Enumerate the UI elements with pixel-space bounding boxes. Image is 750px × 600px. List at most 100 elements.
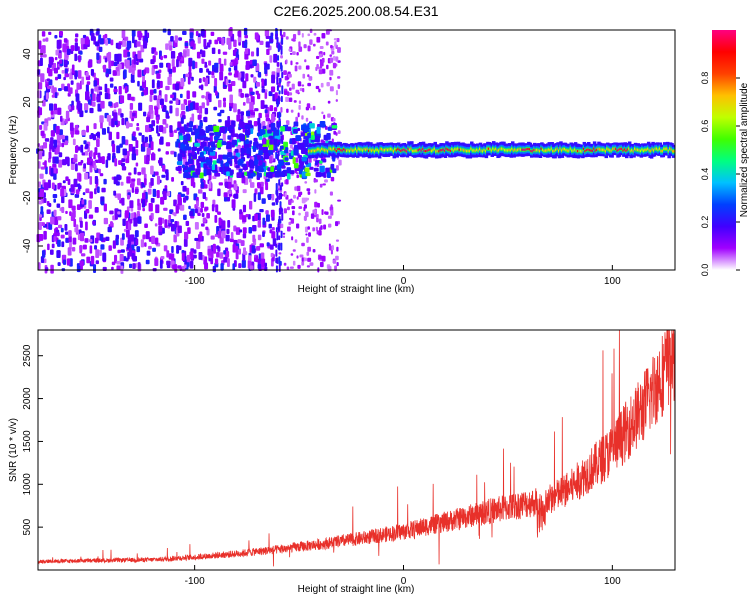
- spectrogram-cell: [223, 250, 226, 255]
- spectrogram-cell: [330, 204, 333, 211]
- spectrogram-cell: [109, 77, 114, 82]
- spectrogram-cell: [258, 253, 262, 261]
- spectrogram-cell: [96, 139, 100, 148]
- spectrogram-cell: [144, 136, 148, 143]
- spectrogram-cell: [189, 211, 193, 217]
- spectrogram-cell: [46, 67, 51, 74]
- spectrogram-cell: [170, 218, 175, 223]
- spectrogram-cell: [300, 132, 305, 137]
- spectrogram-cell: [111, 266, 114, 270]
- spectrogram-cell: [47, 117, 52, 121]
- spectrogram-cell: [260, 168, 264, 172]
- spectrogram-cell: [53, 198, 56, 203]
- spectrogram-cell: [319, 53, 322, 58]
- spectrogram-cell: [234, 156, 238, 163]
- spectrogram-cell: [296, 223, 300, 229]
- spectrogram-cell: [227, 152, 233, 158]
- spectrogram-cell: [154, 51, 158, 56]
- spectrogram-cell: [276, 67, 281, 73]
- spectrogram-cell: [199, 152, 204, 158]
- spectrogram-cell: [263, 137, 266, 147]
- spectrogram-cell: [256, 132, 262, 137]
- spectrogram-cell: [288, 87, 292, 91]
- spectrogram-cell: [245, 213, 249, 218]
- spectrogram-cell: [290, 218, 295, 224]
- spectrogram-cell: [242, 102, 246, 106]
- spectrogram-cell: [257, 183, 262, 189]
- spectrogram-cell: [38, 82, 43, 90]
- spectrogram-cell: [176, 127, 181, 131]
- spectrogram-cell: [77, 70, 82, 79]
- spectrogram-cell: [319, 261, 324, 268]
- spectrogram-cell: [294, 65, 298, 72]
- spectrogram-cell: [190, 248, 195, 253]
- spectrogram-cell: [296, 51, 299, 56]
- spectrogram-cell: [294, 186, 298, 191]
- spectrogram-cell: [255, 82, 260, 87]
- spectrogram-cell: [323, 224, 327, 230]
- y-tick-label: -40: [22, 238, 33, 253]
- spectrogram-cell: [137, 50, 142, 59]
- spectrogram-cell: [276, 36, 279, 45]
- spectrogram-cell: [298, 104, 301, 110]
- spectrogram-cell: [165, 151, 169, 155]
- y-tick-label: 500: [22, 518, 33, 535]
- spectrogram-cell: [160, 136, 164, 145]
- spectrogram-cell: [286, 172, 291, 180]
- spectrogram-cell: [100, 201, 105, 206]
- spectrogram-cell: [216, 251, 220, 258]
- spectrogram-cell: [222, 154, 229, 160]
- spectrogram-cell: [212, 175, 217, 180]
- spectrogram-cell: [129, 200, 134, 209]
- spectrogram-cell: [79, 245, 83, 251]
- spectrogram-cell: [297, 155, 303, 159]
- spectrogram-cell: [217, 230, 222, 239]
- spectrogram-cell: [168, 214, 172, 224]
- spectrogram-cell: [277, 95, 280, 102]
- spectrogram-cell: [280, 126, 285, 132]
- spectrogram-cell: [162, 164, 166, 172]
- spectrogram-cell: [39, 213, 43, 218]
- spectrogram-cell: [181, 164, 185, 168]
- spectrogram-cell: [172, 83, 176, 90]
- spectrogram-cell: [334, 41, 337, 47]
- spectrogram-cell: [186, 187, 190, 195]
- spectrogram-cell: [160, 255, 165, 260]
- spectrogram-cell: [149, 215, 152, 220]
- spectrogram-cell: [292, 249, 296, 252]
- spectrogram-cell: [191, 113, 195, 123]
- spectrogram-cell: [240, 71, 245, 79]
- spectrogram-cell: [279, 28, 282, 36]
- spectrogram-cell: [94, 237, 99, 244]
- spectrogram-cell: [184, 42, 189, 47]
- spectrogram-cell: [39, 125, 43, 130]
- spectrogram-cell: [57, 74, 62, 80]
- spectrogram-cell: [313, 167, 319, 172]
- spectrogram-cell: [136, 178, 141, 186]
- spectrogram-cell: [317, 202, 320, 208]
- spectrogram-cell: [302, 73, 306, 79]
- spectrogram-cell: [159, 62, 164, 68]
- y-tick-label: 2000: [22, 387, 33, 410]
- spectrogram-cell: [44, 160, 47, 168]
- spectrogram-cell: [225, 78, 229, 86]
- spectrogram-cell: [336, 262, 339, 267]
- spectrogram-cell: [205, 156, 209, 161]
- spectrogram-cell: [235, 250, 239, 260]
- spectrogram-cell: [54, 92, 58, 99]
- spectrogram-cell: [226, 37, 231, 45]
- spectrogram-cell: [335, 239, 339, 242]
- spectrogram-cell: [269, 156, 273, 164]
- spectrogram-cell: [210, 235, 215, 240]
- spectrogram-cell: [47, 243, 50, 251]
- spectrogram-cell: [49, 140, 54, 150]
- spectrogram-cell: [335, 56, 339, 62]
- spectrogram-cell: [60, 134, 65, 140]
- spectrogram-cell: [280, 95, 283, 103]
- spectrogram-cell: [81, 76, 85, 85]
- spectrogram-cell: [256, 47, 259, 57]
- spectrogram-cell: [101, 187, 106, 193]
- spectrogram-cell: [326, 172, 331, 179]
- spectrogram-cell: [245, 60, 251, 70]
- y-tick-label: 20: [22, 96, 33, 108]
